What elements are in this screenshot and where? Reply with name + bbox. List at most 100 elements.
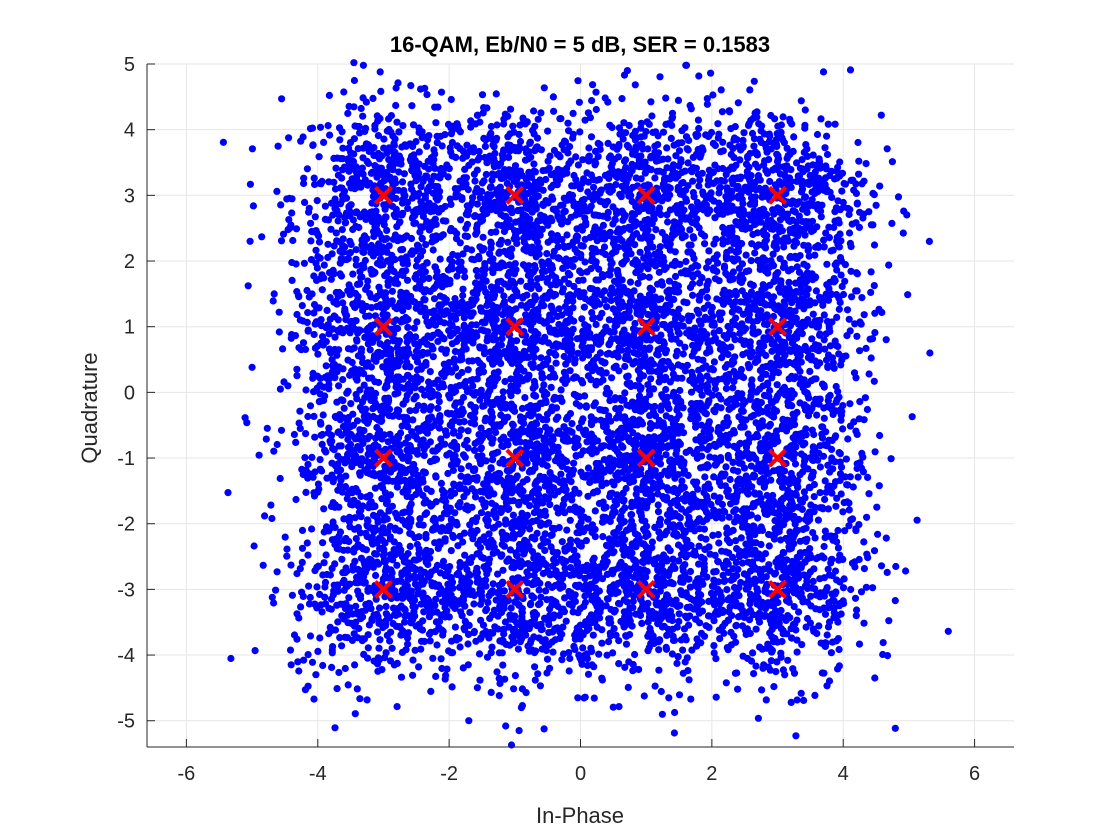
scatter-point bbox=[491, 288, 499, 296]
scatter-point bbox=[671, 261, 679, 270]
scatter-point bbox=[756, 262, 765, 270]
scatter-point bbox=[740, 129, 748, 137]
scatter-point bbox=[522, 203, 530, 211]
scatter-point bbox=[404, 323, 412, 331]
scatter-point bbox=[453, 230, 461, 238]
scatter-point bbox=[418, 134, 426, 142]
scatter-point bbox=[496, 240, 504, 248]
scatter-point bbox=[662, 94, 670, 102]
scatter-point bbox=[632, 174, 640, 182]
scatter-point bbox=[571, 359, 579, 367]
scatter-point bbox=[560, 137, 569, 145]
scatter-point bbox=[569, 262, 577, 271]
scatter-point bbox=[332, 229, 340, 237]
scatter-point bbox=[436, 255, 444, 263]
scatter-point bbox=[333, 237, 341, 245]
scatter-point bbox=[326, 315, 334, 323]
scatter-point bbox=[307, 237, 315, 245]
scatter-point bbox=[853, 332, 861, 340]
scatter-point bbox=[447, 130, 455, 138]
scatter-point bbox=[353, 395, 361, 403]
scatter-point bbox=[607, 328, 615, 336]
scatter-point bbox=[836, 230, 844, 238]
scatter-point bbox=[717, 148, 725, 156]
scatter-point bbox=[494, 278, 502, 286]
scatter-point bbox=[582, 221, 590, 229]
scatter-point bbox=[717, 86, 725, 94]
scatter-point bbox=[531, 199, 539, 207]
scatter-point bbox=[725, 108, 734, 116]
scatter-point bbox=[535, 185, 543, 193]
scatter-point bbox=[759, 281, 767, 289]
scatter-point bbox=[678, 234, 686, 242]
scatter-point bbox=[586, 114, 595, 122]
scatter-point bbox=[407, 82, 415, 90]
scatter-point bbox=[801, 121, 809, 129]
scatter-point bbox=[423, 308, 431, 316]
scatter-point bbox=[519, 212, 527, 220]
scatter-point bbox=[359, 94, 367, 102]
scatter-point bbox=[315, 153, 323, 161]
scatter-point bbox=[397, 255, 405, 263]
scatter-point bbox=[383, 344, 391, 352]
scatter-point bbox=[342, 315, 350, 324]
scatter-point bbox=[336, 136, 344, 144]
scatter-point bbox=[474, 254, 482, 263]
scatter-point bbox=[359, 112, 367, 120]
scatter-point bbox=[318, 286, 326, 294]
scatter-point bbox=[838, 187, 846, 195]
scatter-point bbox=[694, 344, 702, 352]
scatter-point bbox=[347, 179, 355, 187]
scatter-point bbox=[395, 152, 403, 160]
scatter-point bbox=[451, 295, 459, 303]
scatter-point bbox=[795, 302, 803, 310]
scatter-point bbox=[505, 153, 513, 161]
scatter-point bbox=[618, 95, 626, 103]
scatter-point bbox=[538, 225, 546, 233]
scatter-point bbox=[515, 130, 523, 138]
scatter-point bbox=[478, 179, 486, 187]
scatter-point bbox=[452, 193, 460, 201]
scatter-point bbox=[427, 177, 435, 185]
scatter-point bbox=[650, 385, 658, 393]
scatter-point bbox=[739, 200, 747, 208]
scatter-point bbox=[337, 396, 345, 404]
scatter-point bbox=[421, 84, 429, 92]
scatter-point bbox=[694, 170, 703, 179]
scatter-point bbox=[329, 478, 337, 486]
scatter-point bbox=[357, 274, 365, 282]
scatter-point bbox=[590, 246, 598, 254]
scatter-point bbox=[592, 276, 600, 284]
scatter-point bbox=[442, 217, 450, 225]
scatter-point bbox=[289, 236, 297, 245]
scatter-point bbox=[433, 184, 441, 192]
scatter-point bbox=[521, 219, 529, 227]
scatter-point bbox=[728, 163, 736, 171]
scatter-point bbox=[391, 390, 399, 398]
scatter-point bbox=[797, 281, 805, 289]
scatter-point bbox=[758, 187, 766, 195]
scatter-point bbox=[711, 214, 719, 222]
scatter-point bbox=[563, 164, 571, 172]
scatter-point bbox=[845, 229, 854, 237]
scatter-point bbox=[834, 197, 842, 205]
scatter-point bbox=[397, 246, 405, 254]
scatter-point bbox=[731, 287, 740, 296]
scatter-point bbox=[675, 147, 684, 155]
scatter-point bbox=[424, 385, 432, 393]
scatter-point bbox=[779, 136, 787, 144]
scatter-point bbox=[681, 343, 689, 351]
scatter-point bbox=[300, 174, 308, 182]
scatter-point bbox=[835, 243, 844, 251]
scatter-point bbox=[449, 305, 458, 313]
scatter-point bbox=[645, 273, 653, 281]
scatter-point bbox=[741, 291, 750, 300]
scatter-point bbox=[514, 207, 522, 215]
scatter-point bbox=[709, 139, 718, 147]
scatter-point bbox=[589, 81, 597, 89]
scatter-point bbox=[487, 239, 495, 248]
scatter-point bbox=[315, 304, 323, 312]
scatter-point bbox=[632, 256, 640, 264]
scatter-point bbox=[870, 241, 879, 249]
scatter-point bbox=[709, 91, 717, 99]
